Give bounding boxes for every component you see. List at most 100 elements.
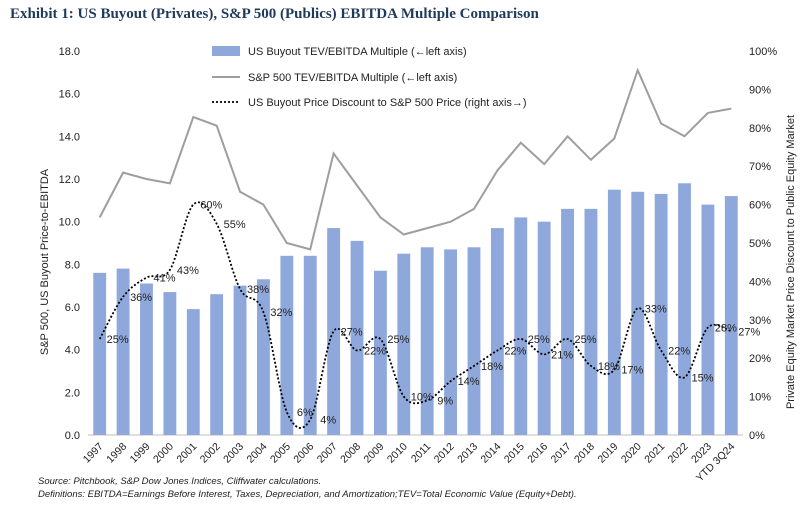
discount-label: 22% (668, 346, 690, 358)
left-axis-label: S&P 500, US Buyout Price-to-EBITDA (39, 168, 51, 355)
x-tick-label: 2021 (642, 441, 667, 466)
discount-label: 32% (270, 307, 292, 319)
right-tick-label: 60% (749, 200, 771, 212)
right-axis-ticks: 0% 10% 20% 30% 40% 50% 60% 70% 80% 90% 100% (749, 46, 777, 442)
bar-2019 (607, 189, 621, 435)
x-tick-label: 2005 (268, 441, 293, 466)
discount-label: 22% (364, 346, 386, 358)
legend-dotted-label: US Buyout Price Discount to S&P 500 Pric… (248, 97, 527, 109)
bar-2001 (186, 309, 200, 435)
bar-2011 (420, 247, 434, 435)
x-tick-label: 1999 (128, 441, 153, 466)
bar-2006 (303, 255, 317, 435)
discount-label: 36% (130, 292, 152, 304)
discount-label: 27% (341, 326, 363, 338)
right-tick-label: 10% (749, 392, 771, 404)
legend-bar-swatch (212, 46, 240, 56)
x-tick-label: 2007 (315, 441, 340, 466)
x-tick-label: 2017 (549, 441, 574, 466)
discount-dotted-line (98, 201, 732, 429)
left-tick-label: 16.0 (59, 89, 80, 101)
sp500-multiple-line (98, 67, 732, 251)
right-axis-label: Private Equity Market Price Discount to … (785, 115, 797, 409)
left-tick-label: 2.0 (65, 387, 80, 399)
bar-2012 (444, 249, 458, 435)
right-tick-label: 80% (749, 123, 771, 135)
discount-label: 9% (437, 395, 453, 407)
left-tick-label: 0.0 (65, 430, 80, 442)
bar-2007 (327, 228, 341, 435)
discount-label: 4% (320, 415, 336, 427)
x-tick-label: 2014 (478, 441, 503, 466)
x-tick-label: 2013 (455, 441, 480, 466)
x-tick-label: 1997 (81, 441, 106, 466)
discount-label: 6% (297, 407, 313, 419)
bar-ytd-3q24 (724, 196, 738, 435)
bar-2014 (490, 228, 504, 435)
bar-1997 (93, 272, 107, 435)
discount-label: 60% (200, 200, 222, 212)
x-tick-label: 2009 (362, 441, 387, 466)
right-tick-label: 90% (749, 84, 771, 96)
right-tick-label: 0% (749, 430, 765, 442)
left-axis-ticks: 0.0 2.0 4.0 6.0 8.0 10.0 12.0 14.0 16.0 18.0 (59, 46, 80, 442)
bar-2021 (654, 193, 668, 435)
bar-2022 (678, 183, 691, 435)
x-tick-label: 2004 (245, 441, 270, 466)
x-tick-label: 2010 (385, 441, 410, 466)
discount-label: 17% (621, 365, 643, 377)
x-tick-label: 2000 (151, 441, 176, 466)
x-tick-label: 2015 (502, 441, 527, 466)
discount-label: 21% (551, 349, 573, 361)
discount-line-series (98, 201, 732, 429)
bar-2005 (280, 255, 294, 435)
x-tick-label: 2011 (409, 441, 434, 466)
bar-2004 (257, 279, 270, 435)
x-tick-label: 2022 (666, 441, 691, 466)
discount-label: 18% (598, 361, 620, 373)
x-tick-label: 2008 (338, 441, 363, 466)
source-note: Source: Pitchbook, S&P Dow Jones Indices… (38, 476, 322, 487)
discount-label: 28% (715, 322, 737, 334)
right-tick-label: 50% (749, 238, 771, 250)
legend-bar-label: US Buyout TEV/EBITDA Multiple (←left axi… (248, 46, 467, 58)
bar-2016 (537, 221, 551, 435)
x-tick-label: 2003 (221, 441, 246, 466)
right-tick-label: 30% (749, 315, 771, 327)
discount-data-labels: 25%36%41%43%60%55%38%32%6%4%27%22%25%10%… (107, 200, 761, 427)
discount-label: 25% (575, 334, 597, 346)
discount-label: 14% (458, 376, 480, 388)
left-tick-label: 12.0 (59, 174, 80, 186)
bar-1999 (140, 283, 153, 435)
discount-label: 25% (107, 334, 129, 346)
bar-2003 (233, 285, 247, 435)
discount-label: 55% (224, 219, 246, 231)
discount-label: 10% (411, 392, 433, 404)
bar-2008 (350, 240, 364, 435)
bar-2023 (701, 204, 715, 435)
discount-label: 22% (504, 346, 526, 358)
x-tick-label: 2006 (291, 441, 316, 466)
x-tick-label: 1998 (104, 441, 129, 466)
right-tick-label: 70% (749, 161, 771, 173)
bar-2000 (163, 292, 177, 435)
x-tick-label: 2016 (525, 441, 550, 466)
bar-2002 (210, 294, 224, 435)
legend: US Buyout TEV/EBITDA Multiple (←left axi… (212, 46, 527, 109)
x-tick-label: 2002 (198, 441, 223, 466)
bar-2020 (631, 191, 645, 435)
left-tick-label: 8.0 (65, 259, 80, 271)
definitions-note: Definitions: EBITDA=Earnings Before Inte… (38, 489, 577, 500)
bar-2017 (561, 208, 574, 435)
sp500-line-series (98, 67, 732, 251)
bar-2013 (467, 247, 481, 435)
right-tick-label: 100% (749, 46, 777, 58)
left-tick-label: 14.0 (59, 131, 80, 143)
discount-label: 43% (177, 265, 199, 277)
left-tick-label: 4.0 (65, 345, 80, 357)
discount-label: 18% (481, 361, 503, 373)
bar-1998 (116, 268, 130, 435)
discount-label: 25% (387, 334, 409, 346)
x-tick-label: 2001 (174, 441, 199, 466)
